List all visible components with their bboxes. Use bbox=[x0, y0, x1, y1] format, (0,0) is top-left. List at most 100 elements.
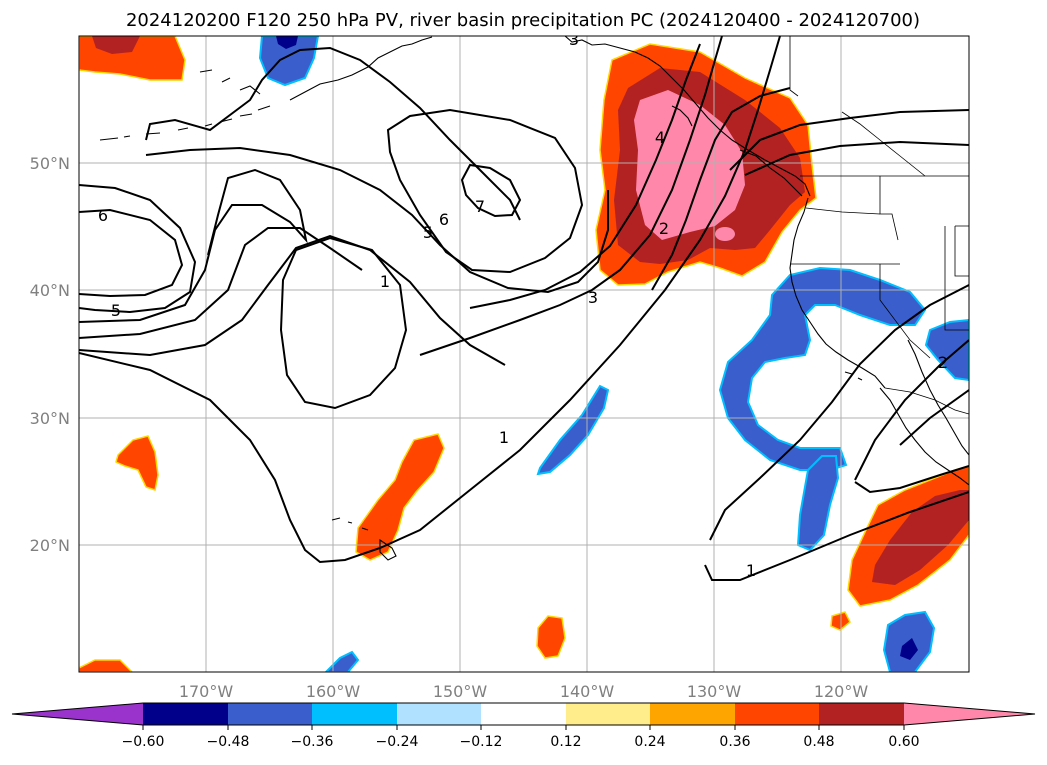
pv-contour-2-east bbox=[854, 339, 969, 481]
baja-california bbox=[879, 387, 969, 486]
pv-contour-5-ridge bbox=[145, 146, 609, 294]
state-border-nv-ut bbox=[944, 226, 969, 331]
shading-blue-west-coast bbox=[718, 266, 927, 471]
contour-label-5-ridge: 5 bbox=[423, 223, 433, 242]
colorbar-tick-label: −0.12 bbox=[460, 734, 503, 750]
colorbar-tick-label: −0.60 bbox=[122, 734, 165, 750]
hawaii-islands bbox=[331, 517, 397, 561]
shading-orange-south bbox=[536, 615, 566, 659]
shading-blue-subtropical bbox=[536, 384, 610, 476]
colorbar-segment-3 bbox=[312, 703, 397, 725]
pv-contour-5-west bbox=[79, 184, 197, 314]
colorbar-segment-5 bbox=[481, 703, 566, 725]
contour-labels: 6 5 1 6 5 7 4 3 2 1 1 2 3 bbox=[98, 30, 948, 580]
colorbar-tick-label: 0.60 bbox=[888, 734, 919, 750]
shading-orange-southwest bbox=[79, 659, 134, 672]
colorbar-segment-2 bbox=[228, 703, 312, 725]
pv-contour-6-west bbox=[79, 208, 184, 298]
pv-contours bbox=[79, 36, 969, 581]
colorbar-segment-4 bbox=[397, 703, 481, 725]
lon-label-170w: 170°W bbox=[179, 682, 234, 701]
shading-orange-west bbox=[115, 435, 159, 491]
state-border-id bbox=[879, 176, 899, 241]
contour-label-6-ridge: 6 bbox=[439, 210, 449, 229]
gulf-of-alaska-coast bbox=[564, 36, 811, 197]
pv-contour-1-east bbox=[709, 284, 969, 541]
contour-label-1-main: 1 bbox=[499, 428, 509, 447]
lat-label-50n: 50°N bbox=[30, 154, 70, 173]
pv-contour-6-ridge bbox=[386, 108, 584, 274]
colorbar-tick-label: −0.24 bbox=[376, 734, 419, 750]
political-borders bbox=[789, 36, 969, 415]
colorbar-tick-label: 0.12 bbox=[550, 734, 581, 750]
alaska-canada-border bbox=[789, 36, 799, 97]
colorbar-segment-1 bbox=[143, 703, 228, 725]
contour-label-2-east: 2 bbox=[938, 353, 948, 372]
lon-label-140w: 140°W bbox=[560, 682, 615, 701]
shading-pink-spot bbox=[715, 227, 735, 241]
colorbar-extend-max bbox=[904, 703, 1035, 725]
colorbar-tick-label: 0.24 bbox=[634, 734, 665, 750]
contour-label-4-trough: 4 bbox=[655, 128, 665, 147]
socal-islands bbox=[844, 371, 863, 381]
shading-navy-north bbox=[276, 36, 298, 49]
contour-label-5-west: 5 bbox=[111, 301, 121, 320]
pv-contour-1-main bbox=[79, 36, 781, 564]
lon-label-130w: 130°W bbox=[687, 682, 742, 701]
shading-darkred-nw-corner bbox=[92, 36, 140, 54]
pv-contour-2-west bbox=[79, 234, 506, 366]
coastlines bbox=[99, 36, 969, 561]
shading-blue-south bbox=[324, 650, 360, 672]
map-frame bbox=[78, 35, 970, 673]
map-panel: 6 5 1 6 5 7 4 3 2 1 1 2 3 bbox=[78, 30, 970, 673]
latitude-labels: 50°N 40°N 30°N 20°N bbox=[30, 154, 70, 555]
contour-label-6-west: 6 bbox=[98, 206, 108, 225]
pv-contour-3-east bbox=[899, 389, 969, 446]
colorbar-tick-label: 0.36 bbox=[719, 734, 750, 750]
state-border-wa-or bbox=[805, 207, 881, 215]
lon-label-120w: 120°W bbox=[814, 682, 869, 701]
pv-contour-7 bbox=[460, 163, 522, 218]
pv-contour-2-east-lower bbox=[854, 465, 969, 494]
aleutian-islands bbox=[99, 105, 271, 141]
us-mexico-border bbox=[884, 387, 969, 415]
longitude-labels: 170°W 160°W 150°W 140°W 130°W 120°W bbox=[179, 682, 869, 701]
lon-label-160w: 160°W bbox=[306, 682, 361, 701]
lat-label-20n: 20°N bbox=[30, 536, 70, 555]
shading-navy-southeast bbox=[900, 638, 918, 660]
contour-label-2-trough: 2 bbox=[659, 219, 669, 238]
colorbar-segment-8 bbox=[735, 703, 819, 725]
pv-contour-4-trough bbox=[469, 43, 701, 309]
colorbar-segment-9 bbox=[819, 703, 904, 725]
pv-contour-1-low bbox=[279, 236, 408, 410]
colorbar-extend-min bbox=[12, 703, 143, 725]
alaska-coast bbox=[289, 36, 433, 101]
map-title: 2024120200 F120 250 hPa PV, river basin … bbox=[126, 10, 920, 31]
pv-contour-4-west bbox=[79, 168, 308, 323]
state-border-ca-nv bbox=[879, 264, 931, 359]
pv-contour-1-ridge-upper bbox=[145, 46, 521, 221]
colorbar-tick-label: 0.48 bbox=[803, 734, 834, 750]
bc-alberta-border bbox=[841, 111, 926, 177]
pv-contour-3-trough bbox=[419, 36, 723, 356]
colorbar-tick-label: −0.48 bbox=[207, 734, 250, 750]
map-background bbox=[79, 36, 969, 672]
shading-orange-hawaii bbox=[355, 433, 445, 561]
contour-label-1-low: 1 bbox=[380, 272, 390, 291]
contour-label-7: 7 bbox=[475, 197, 485, 216]
contour-label-3-trough: 3 bbox=[588, 288, 598, 307]
lat-label-40n: 40°N bbox=[30, 281, 70, 300]
alaska-islands bbox=[199, 69, 261, 95]
shading-darkred-mexico bbox=[872, 490, 969, 585]
lon-label-150w: 150°W bbox=[433, 682, 488, 701]
vancouver-island bbox=[739, 149, 803, 197]
pv-contour-3-north bbox=[729, 109, 969, 171]
colorbar-segment-7 bbox=[650, 703, 735, 725]
lat-label-30n: 30°N bbox=[30, 409, 70, 428]
us-west-coast bbox=[789, 197, 886, 389]
state-border-wy-mt bbox=[954, 225, 969, 277]
pv-contour-1-east-lower bbox=[704, 491, 969, 581]
colorbar: −0.60 −0.48 −0.36 −0.24 −0.12 0.12 0.24 … bbox=[11, 702, 1036, 750]
contour-label-3-north: 3 bbox=[569, 30, 579, 49]
colorbar-segment-6 bbox=[566, 703, 650, 725]
